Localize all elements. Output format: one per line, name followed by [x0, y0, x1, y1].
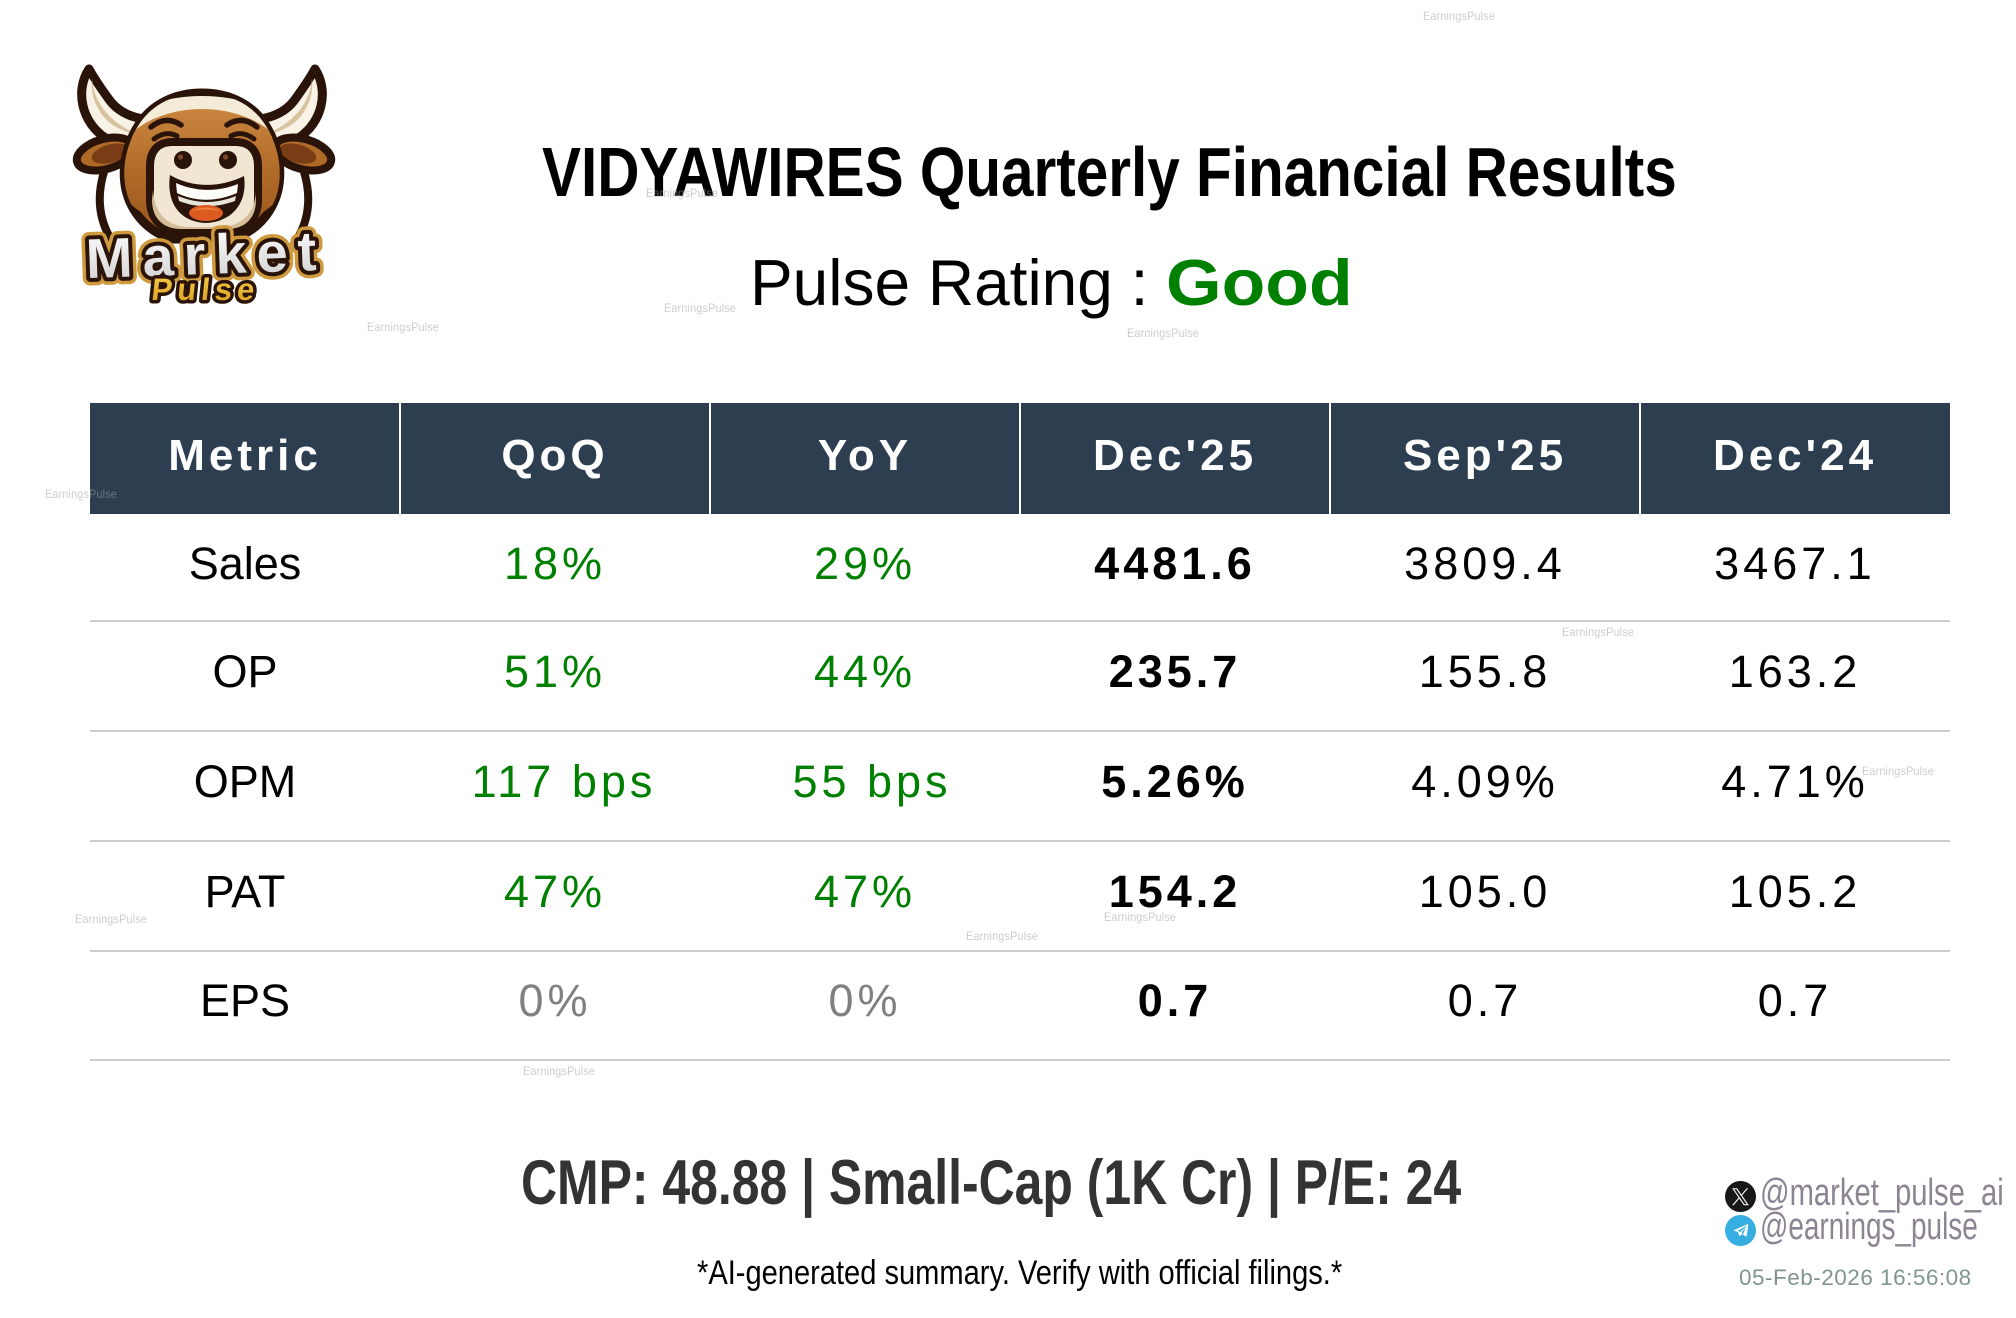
svg-text:Pulse: Pulse — [150, 272, 261, 307]
svg-text:Market: Market — [85, 219, 328, 290]
